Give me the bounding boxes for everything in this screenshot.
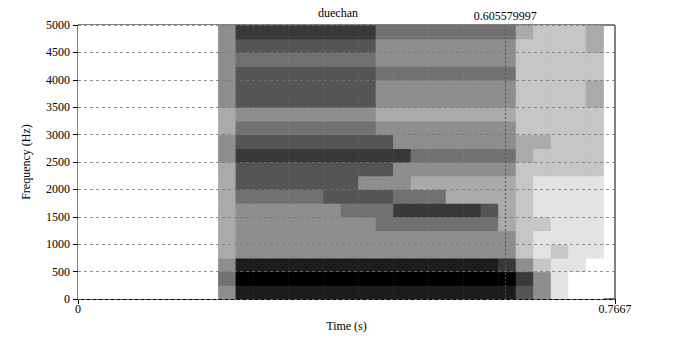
svg-text:Frequency (Hz): Frequency (Hz) xyxy=(19,124,33,200)
svg-text:Time (s): Time (s) xyxy=(326,319,367,333)
svg-text:0.605579997: 0.605579997 xyxy=(474,9,537,23)
svg-text:0: 0 xyxy=(75,302,81,316)
svg-text:1000: 1000 xyxy=(46,237,70,251)
svg-text:duechan: duechan xyxy=(318,6,358,20)
svg-text:0.7667: 0.7667 xyxy=(599,302,632,316)
svg-text:4000: 4000 xyxy=(46,73,70,87)
svg-text:2000: 2000 xyxy=(46,182,70,196)
svg-text:5000: 5000 xyxy=(46,18,70,32)
svg-text:2500: 2500 xyxy=(46,155,70,169)
svg-text:0: 0 xyxy=(64,292,70,306)
svg-text:1500: 1500 xyxy=(46,210,70,224)
svg-text:500: 500 xyxy=(52,265,70,279)
svg-text:4500: 4500 xyxy=(46,45,70,59)
svg-text:3000: 3000 xyxy=(46,128,70,142)
svg-text:3500: 3500 xyxy=(46,100,70,114)
